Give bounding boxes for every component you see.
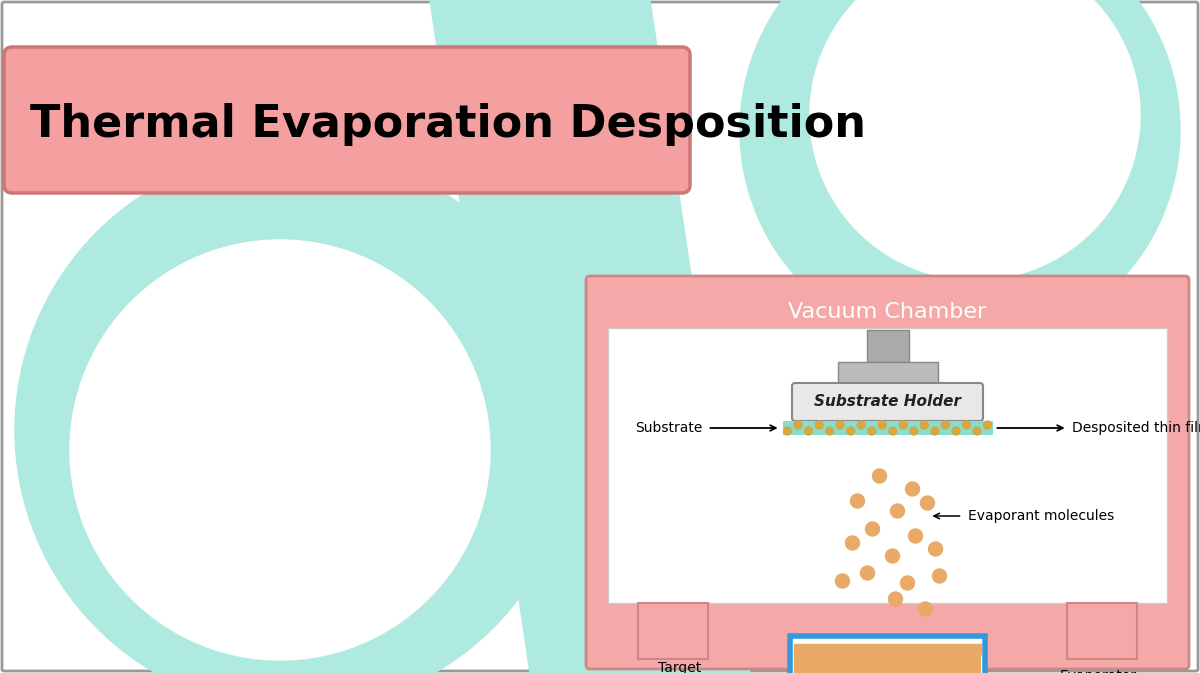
Circle shape <box>835 574 850 588</box>
Circle shape <box>908 529 923 543</box>
Polygon shape <box>430 0 750 673</box>
Circle shape <box>857 421 865 429</box>
Circle shape <box>810 0 1140 280</box>
Circle shape <box>794 421 802 429</box>
Text: Vacuum Chamber: Vacuum Chamber <box>788 302 986 322</box>
Circle shape <box>878 421 887 429</box>
Text: Desposited thin film: Desposited thin film <box>1073 421 1200 435</box>
FancyBboxPatch shape <box>4 47 690 193</box>
Circle shape <box>851 494 864 508</box>
Circle shape <box>784 427 792 435</box>
Circle shape <box>836 421 844 429</box>
Circle shape <box>899 421 907 429</box>
Text: Target
Material: Target Material <box>659 661 715 673</box>
Circle shape <box>70 240 490 660</box>
Circle shape <box>941 421 949 429</box>
FancyBboxPatch shape <box>790 636 985 673</box>
Circle shape <box>929 542 942 556</box>
Circle shape <box>900 576 914 590</box>
Text: Substrate Holder: Substrate Holder <box>814 394 961 409</box>
FancyBboxPatch shape <box>586 276 1189 669</box>
Circle shape <box>860 566 875 580</box>
Circle shape <box>14 150 575 673</box>
Circle shape <box>888 592 902 606</box>
Circle shape <box>962 421 971 429</box>
Circle shape <box>890 504 905 518</box>
Text: Thermal Evaporation Desposition: Thermal Evaporation Desposition <box>30 104 866 147</box>
Circle shape <box>910 427 918 435</box>
Circle shape <box>932 569 947 583</box>
FancyBboxPatch shape <box>638 603 708 659</box>
Circle shape <box>865 522 880 536</box>
FancyBboxPatch shape <box>794 644 982 673</box>
Circle shape <box>846 536 859 550</box>
FancyBboxPatch shape <box>782 421 992 435</box>
Circle shape <box>889 427 896 435</box>
Circle shape <box>740 0 1180 350</box>
Text: Substrate: Substrate <box>635 421 702 435</box>
Circle shape <box>804 427 812 435</box>
Circle shape <box>984 421 991 429</box>
Circle shape <box>918 602 932 616</box>
FancyBboxPatch shape <box>866 330 908 362</box>
Circle shape <box>815 421 823 429</box>
FancyBboxPatch shape <box>608 328 1166 603</box>
Circle shape <box>868 427 876 435</box>
Text: Evaporator: Evaporator <box>1060 669 1138 673</box>
Circle shape <box>952 427 960 435</box>
FancyBboxPatch shape <box>1067 603 1138 659</box>
Circle shape <box>826 427 834 435</box>
FancyBboxPatch shape <box>792 383 983 421</box>
Circle shape <box>920 421 929 429</box>
Circle shape <box>906 482 919 496</box>
Circle shape <box>920 496 935 510</box>
Text: Evaporant molecules: Evaporant molecules <box>967 509 1114 523</box>
Circle shape <box>872 469 887 483</box>
Circle shape <box>973 427 980 435</box>
Circle shape <box>847 427 854 435</box>
FancyBboxPatch shape <box>838 362 937 384</box>
Circle shape <box>931 427 938 435</box>
Circle shape <box>886 549 900 563</box>
